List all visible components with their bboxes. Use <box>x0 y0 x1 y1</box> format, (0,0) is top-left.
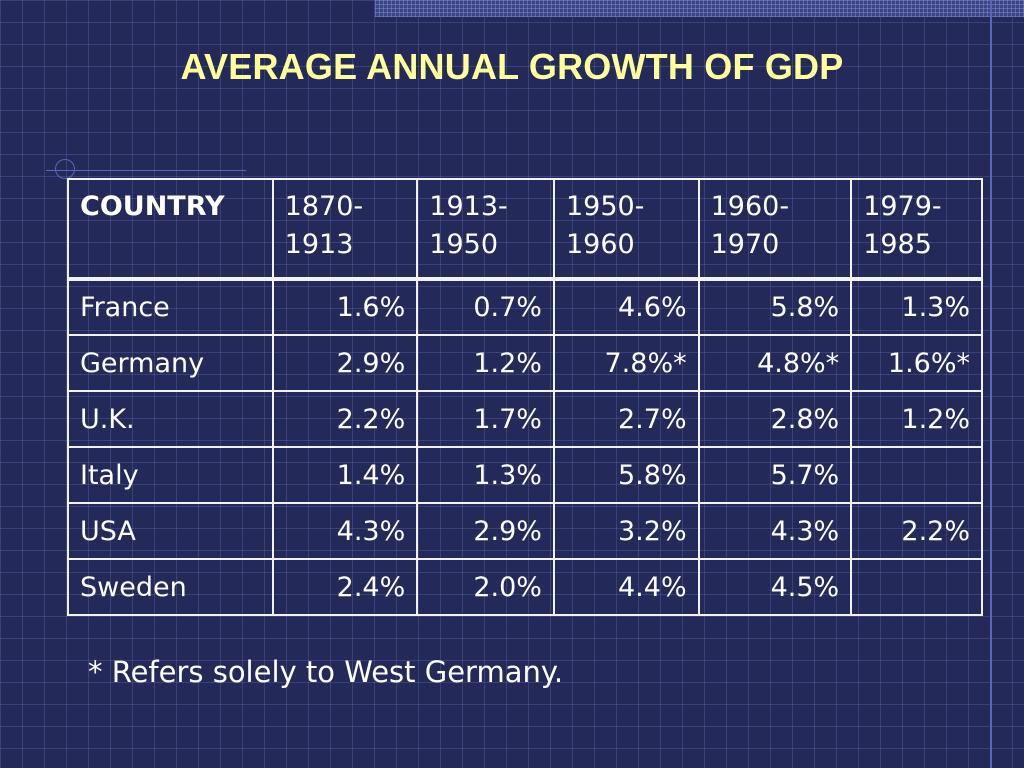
slide-title: AVERAGE ANNUAL GROWTH OF GDP <box>180 46 844 87</box>
header-country: COUNTRY <box>67 178 274 281</box>
vertical-accent-line <box>990 0 992 768</box>
country-cell: U.K. <box>67 390 274 448</box>
country-cell: Germany <box>67 334 274 392</box>
growth-cell: 2.9% <box>271 334 419 392</box>
growth-cell: 1.4% <box>271 446 419 504</box>
growth-cell: 2.9% <box>416 502 555 560</box>
country-cell: Italy <box>67 446 274 504</box>
table-row: USA 4.3% 2.9% 3.2% 4.3% 2.2% <box>67 502 983 560</box>
growth-cell: 4.6% <box>552 278 700 336</box>
growth-cell: 2.7% <box>552 390 700 448</box>
growth-cell: 5.8% <box>697 278 853 336</box>
growth-cell: 4.5% <box>697 558 853 616</box>
country-cell: USA <box>67 502 274 560</box>
growth-cell <box>850 446 983 504</box>
country-cell: France <box>67 278 274 336</box>
growth-cell: 3.2% <box>552 502 700 560</box>
table-row: France 1.6% 0.7% 4.6% 5.8% 1.3% <box>67 278 983 336</box>
gdp-growth-table: COUNTRY 1870- 1913 1913- 1950 1950- 1960 19… <box>67 178 983 616</box>
table-row: U.K. 2.2% 1.7% 2.7% 2.8% 1.2% <box>67 390 983 448</box>
top-decorative-band <box>375 0 1024 17</box>
growth-cell: 1.2% <box>850 390 983 448</box>
growth-cell: 4.4% <box>552 558 700 616</box>
growth-cell: 1.6% <box>271 278 419 336</box>
growth-cell: 1.7% <box>416 390 555 448</box>
header-period: 1979- 1985 <box>850 178 983 281</box>
table-row: Sweden 2.4% 2.0% 4.4% 4.5% <box>67 558 983 616</box>
header-period: 1950- 1960 <box>552 178 700 281</box>
growth-cell: 2.2% <box>271 390 419 448</box>
growth-cell: 0.7% <box>416 278 555 336</box>
growth-cell: 2.0% <box>416 558 555 616</box>
table-row: Italy 1.4% 1.3% 5.8% 5.7% <box>67 446 983 504</box>
circle-accent <box>55 159 75 179</box>
horizontal-accent-line <box>46 170 246 171</box>
growth-cell: 1.3% <box>416 446 555 504</box>
growth-cell: 1.3% <box>850 278 983 336</box>
growth-cell: 1.2% <box>416 334 555 392</box>
growth-cell: 5.8% <box>552 446 700 504</box>
growth-cell: 1.6%* <box>850 334 983 392</box>
header-period: 1870- 1913 <box>271 178 419 281</box>
growth-cell: 7.8%* <box>552 334 700 392</box>
growth-cell <box>850 558 983 616</box>
growth-cell: 5.7% <box>697 446 853 504</box>
growth-cell: 2.8% <box>697 390 853 448</box>
header-period: 1960- 1970 <box>697 178 853 281</box>
growth-cell: 4.3% <box>697 502 853 560</box>
table-header-row: COUNTRY 1870- 1913 1913- 1950 1950- 1960 19… <box>67 178 983 281</box>
country-cell: Sweden <box>67 558 274 616</box>
growth-cell: 2.2% <box>850 502 983 560</box>
growth-cell: 4.8%* <box>697 334 853 392</box>
footnote: * Refers solely to West Germany. <box>88 655 564 689</box>
header-period: 1913- 1950 <box>416 178 555 281</box>
growth-cell: 2.4% <box>271 558 419 616</box>
growth-cell: 4.3% <box>271 502 419 560</box>
table-row: Germany 2.9% 1.2% 7.8%* 4.8%* 1.6%* <box>67 334 983 392</box>
